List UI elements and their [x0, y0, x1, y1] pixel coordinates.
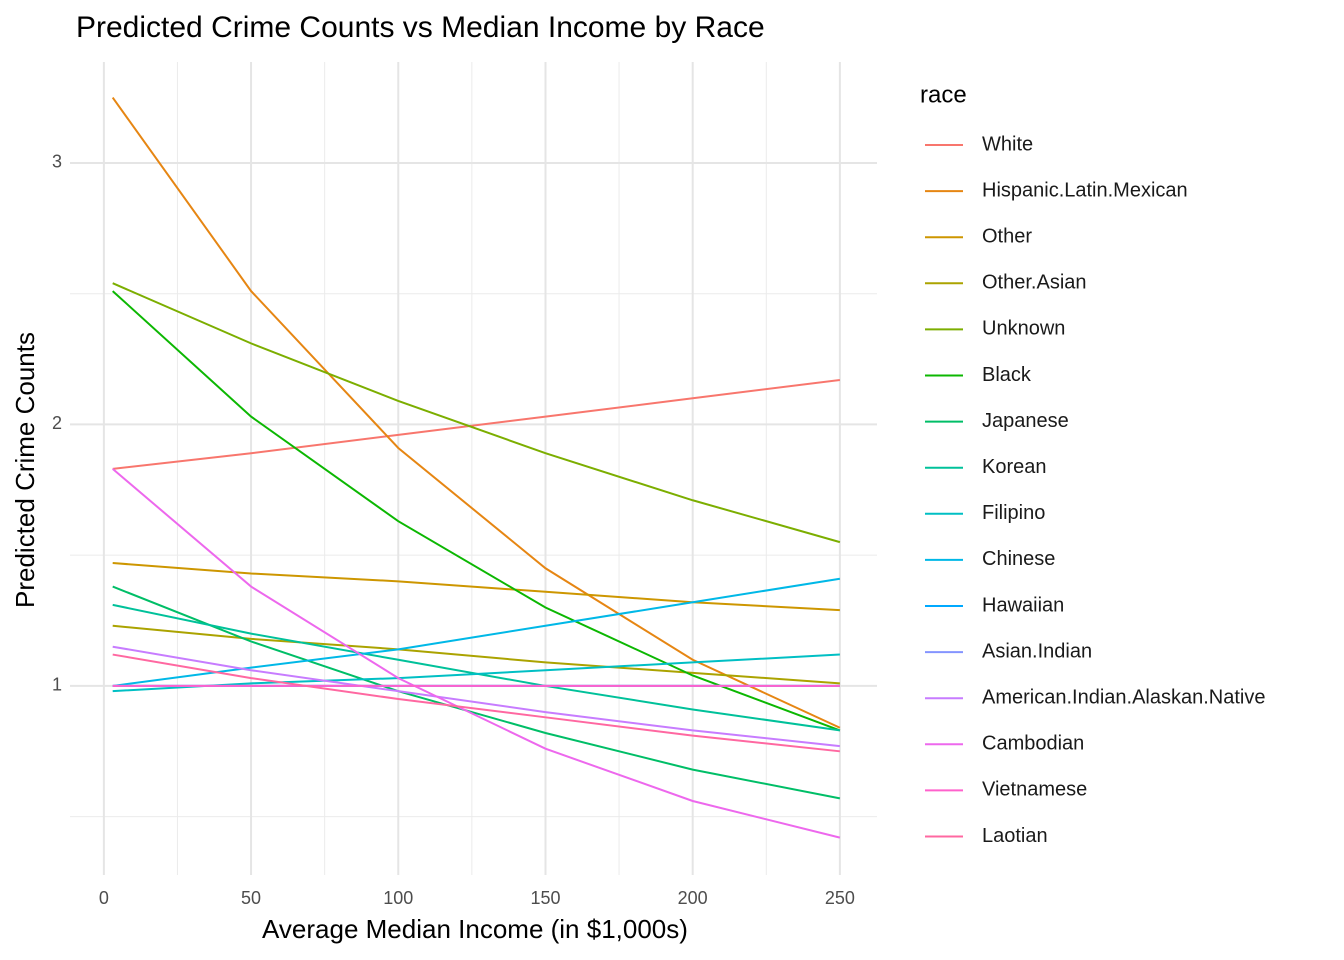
data-line [112, 603, 841, 732]
legend-label: Asian.Indian [982, 640, 1092, 662]
legend-label: Vietnamese [982, 779, 1087, 801]
legend-label: Laotian [982, 825, 1048, 847]
data-line [112, 653, 841, 753]
y-tick-label: 2 [52, 413, 62, 433]
data-line [112, 624, 840, 685]
data-line [112, 282, 841, 544]
legend-label: Cambodian [982, 733, 1084, 755]
x-axis-label: Average Median Income (in $1,000s) [262, 914, 688, 944]
legend-label: Other.Asian [982, 272, 1087, 294]
y-axis-label: Predicted Crime Counts [10, 332, 40, 608]
x-tick-label: 0 [99, 888, 109, 908]
y-tick-label: 3 [52, 152, 62, 172]
legend-label: Japanese [982, 410, 1069, 432]
x-tick-label: 100 [383, 888, 413, 908]
legend-label: Black [982, 364, 1032, 386]
x-tick-label: 250 [825, 888, 855, 908]
legend-label: American.Indian.Alaskan.Native [982, 686, 1265, 708]
legend-label: White [982, 133, 1033, 155]
legend-label: Other [982, 225, 1032, 247]
data-line [112, 378, 841, 470]
legend: White Hispanic.Latin.Mexican Other Other.As… [925, 133, 1265, 847]
x-tick-label: 50 [241, 888, 261, 908]
legend-label: Korean [982, 456, 1047, 478]
data-line [112, 653, 840, 693]
data-line [112, 468, 841, 839]
data-line [112, 577, 841, 687]
legend-label: Filipino [982, 502, 1045, 524]
y-tick-label: 1 [52, 675, 62, 695]
plot-area [70, 62, 877, 875]
data-line [112, 585, 841, 800]
data-line [112, 562, 840, 612]
legend-label: Unknown [982, 318, 1065, 340]
chart-title: Predicted Crime Counts vs Median Income … [76, 11, 765, 44]
legend-title: race [920, 81, 967, 108]
data-line [112, 290, 841, 732]
legend-label: Chinese [982, 548, 1055, 570]
legend-label: Hispanic.Latin.Mexican [982, 179, 1188, 201]
x-tick-label: 200 [678, 888, 708, 908]
data-line [112, 645, 841, 748]
data-line [111, 96, 841, 729]
legend-label: Hawaiian [982, 594, 1064, 616]
x-tick-label: 150 [530, 888, 560, 908]
